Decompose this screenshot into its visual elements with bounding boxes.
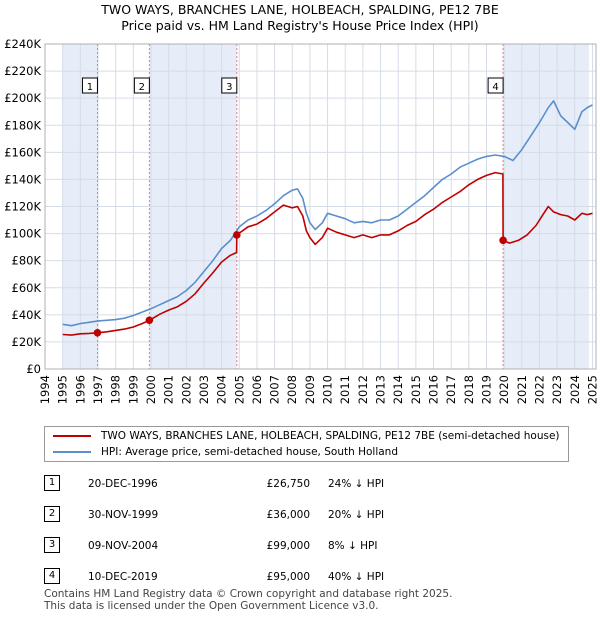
x-tick-label: 1994 [38,375,52,404]
footer: Contains HM Land Registry data © Crown c… [44,588,452,612]
x-tick-label: 2020 [497,375,511,404]
y-tick-label: £80K [12,254,42,268]
sale-label-box [133,77,150,94]
sale-price: £95,000 [266,571,310,583]
sale-date: 10-DEC-2019 [88,571,158,583]
legend-item-hpi: HPI: Average price, semi-detached house,… [53,444,398,460]
chart-subtitle: Price paid vs. HM Land Registry's House … [121,18,479,33]
x-tick-label: 2007 [268,375,282,404]
x-tick-label: 2009 [303,375,317,404]
sale-price: £99,000 [266,540,310,552]
x-tick-label: 2010 [321,375,335,404]
sale-hpi-diff: 20% ↓ HPI [328,509,385,521]
hpi-line [62,100,593,327]
footer-licence: This data is licensed under the Open Gov… [44,600,379,612]
x-tick-label: 2015 [409,375,423,404]
sale-label-number: 2 [139,82,145,93]
x-tick-label: 2025 [585,375,599,404]
sale-hpi-diff: 40% ↓ HPI [328,571,385,583]
sale-point [232,231,241,239]
price-chart: £0 £20K £40K £60K £80K £100K £120K £140K £160K £1… [4,37,599,404]
y-tick-label: £60K [12,281,42,295]
x-tick-label: 2013 [374,375,388,404]
x-tick-label: 2005 [232,375,246,404]
x-tick-label: 1998 [109,375,123,404]
sale-date: 30-NOV-1999 [88,509,159,521]
x-tick-label: 2016 [427,375,441,404]
y-tick-label: £220K [4,64,41,78]
sale-label-number: 3 [226,82,232,93]
x-tick-label: 1999 [126,375,140,404]
y-tick-label: £0 [26,362,41,376]
x-tick-label: 2024 [568,375,582,404]
x-tick-label: 2014 [391,375,405,404]
x-tick-label: 2006 [250,375,264,404]
sale-number: 1 [44,475,60,491]
legend-label-property: TWO WAYS, BRANCHES LANE, HOLBEACH, SPALD… [101,430,560,442]
y-tick-label: £240K [4,37,41,51]
x-tick-label: 2023 [550,375,564,404]
footer-copyright: Contains HM Land Registry data © Crown c… [44,588,453,600]
sale-label-number: 1 [87,82,93,93]
chart-title: TWO WAYS, BRANCHES LANE, HOLBEACH, SPALD… [101,2,499,17]
legend-label-hpi: HPI: Average price, semi-detached house,… [101,446,398,458]
x-tick-label: 2001 [162,375,176,404]
x-tick-label: 2002 [179,375,193,404]
table-row: 2 30-NOV-1999 £36,000 20% ↓ HPI [44,506,564,524]
sale-point [499,236,507,245]
sale-hpi-diff: 8% ↓ HPI [328,540,378,552]
sale-number: 3 [44,537,60,553]
sale-price: £36,000 [266,509,310,521]
sale-price: £26,750 [266,478,310,490]
x-tick-label: 2011 [338,375,352,404]
x-tick-label: 2004 [215,375,229,404]
legend: TWO WAYS, BRANCHES LANE, HOLBEACH, SPALD… [44,426,569,462]
y-tick-label: £160K [4,145,41,159]
legend-swatch-property [53,435,91,437]
sale-date: 09-NOV-2004 [88,540,159,552]
table-row: 4 10-DEC-2019 £95,000 40% ↓ HPI [44,568,564,586]
plot-border [44,43,597,370]
y-tick-label: £40K [12,308,42,322]
x-tick-label: 2012 [356,375,370,404]
y-tick-label: £200K [4,91,41,105]
sale-number: 4 [44,568,60,584]
sale-point [93,328,102,337]
x-tick-label: 2018 [462,375,476,404]
sale-point [145,316,154,325]
y-tick-label: £180K [4,118,41,132]
x-tick-label: 1996 [73,375,87,404]
sale-label-box [81,77,98,94]
x-tick-label: 1995 [56,375,70,404]
y-tick-label: £120K [4,200,41,214]
sale-label-number: 4 [492,82,498,93]
x-tick-label: 2008 [285,375,299,404]
sale-hpi-diff: 24% ↓ HPI [328,478,385,490]
sale-date: 20-DEC-1996 [88,478,158,490]
y-tick-label: £140K [4,172,41,186]
x-tick-label: 2017 [444,375,458,404]
legend-swatch-hpi [53,451,91,453]
sale-label-box [487,77,504,94]
legend-item-property: TWO WAYS, BRANCHES LANE, HOLBEACH, SPALD… [53,428,560,444]
x-tick-label: 1997 [91,375,105,404]
y-tick-label: £100K [4,227,41,241]
property-price-line [62,171,593,336]
sale-number: 2 [44,506,60,522]
x-tick-label: 2000 [144,375,158,404]
x-tick-label: 2019 [480,375,494,404]
table-row: 1 20-DEC-1996 £26,750 24% ↓ HPI [44,475,564,493]
x-tick-label: 2003 [197,375,211,404]
sale-label-box [221,77,238,94]
x-tick-label: 2022 [532,375,546,404]
table-row: 3 09-NOV-2004 £99,000 8% ↓ HPI [44,537,564,555]
x-tick-label: 2021 [515,375,529,404]
y-tick-label: £20K [12,335,42,349]
